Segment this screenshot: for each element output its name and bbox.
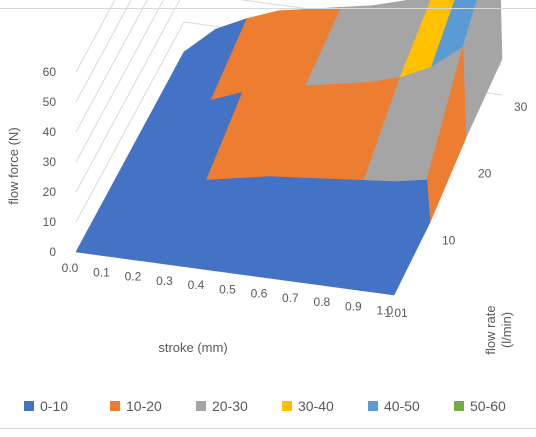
x-axis-title: stroke (mm): [158, 340, 227, 355]
legend: 0-10 10-20 20-30 30-40 40-50 50-60: [24, 398, 506, 414]
z-tick-label: 30: [43, 155, 57, 169]
top-border: [0, 8, 536, 9]
z-tick-label: 60: [43, 65, 57, 79]
legend-swatch: [282, 401, 292, 411]
x-tick-label: 0.2: [125, 270, 142, 284]
legend-label: 30-40: [298, 398, 334, 414]
x-tick-label: 0.1: [93, 265, 110, 279]
x-tick-label: 0.0: [62, 261, 79, 275]
z-tick-label: 10: [43, 215, 57, 229]
x-tick-label: 1.0: [377, 304, 394, 318]
x-tick-label: 0.6: [251, 287, 268, 301]
legend-swatch: [110, 401, 120, 411]
legend-label: 50-60: [470, 398, 506, 414]
y-axis-title-line: (l/min): [499, 312, 514, 348]
gridline: [75, 0, 503, 163]
z-tick-label: 20: [43, 185, 57, 199]
y-tick-label: 10: [442, 233, 456, 247]
x-tick-label: 0.8: [314, 295, 331, 309]
gridline: [75, 0, 116, 73]
legend-item: 20-30: [196, 398, 248, 414]
x-tick-label: 0.3: [156, 274, 173, 288]
y-axis-title: flow rate (l/min): [483, 305, 514, 354]
z-tick-label: 0: [49, 245, 56, 259]
legend-item: 30-40: [282, 398, 334, 414]
gridline: [75, 0, 148, 133]
legend-label: 40-50: [384, 398, 420, 414]
z-axis-title: flow force (N): [6, 127, 21, 204]
axes: 0.0 0.1 0.2 0.3 0.4 0.5 0.6 0.7 0.8 0.9 1.01.01 10 2…: [62, 100, 528, 320]
z-tick-label: 40: [43, 125, 57, 139]
y-tick-label: 20: [478, 167, 492, 181]
legend-label: 0-10: [40, 398, 68, 414]
x-tick-label: 0.5: [219, 282, 236, 296]
x-tick-label: 1.01: [384, 306, 408, 320]
surface-plot: [75, 0, 503, 296]
legend-item: 0-10: [24, 398, 68, 414]
z-tick-label: 50: [43, 95, 57, 109]
y-axis-title-line: flow rate: [483, 305, 498, 354]
bottom-border: [0, 428, 536, 429]
legend-swatch: [24, 401, 34, 411]
gridline: [75, 0, 132, 103]
x-tick-label: 0.9: [345, 299, 362, 313]
legend-item: 50-60: [454, 398, 506, 414]
legend-swatch: [368, 401, 378, 411]
y-tick-label: 30: [514, 100, 528, 114]
legend-swatch: [196, 401, 206, 411]
legend-item: 40-50: [368, 398, 420, 414]
legend-swatch: [454, 401, 464, 411]
legend-label: 20-30: [212, 398, 248, 414]
x-tick-label: 0.4: [188, 278, 205, 292]
legend-item: 10-20: [110, 398, 162, 414]
legend-label: 10-20: [126, 398, 162, 414]
surface-cell: [390, 179, 431, 296]
x-tick-label: 0.7: [282, 291, 299, 305]
